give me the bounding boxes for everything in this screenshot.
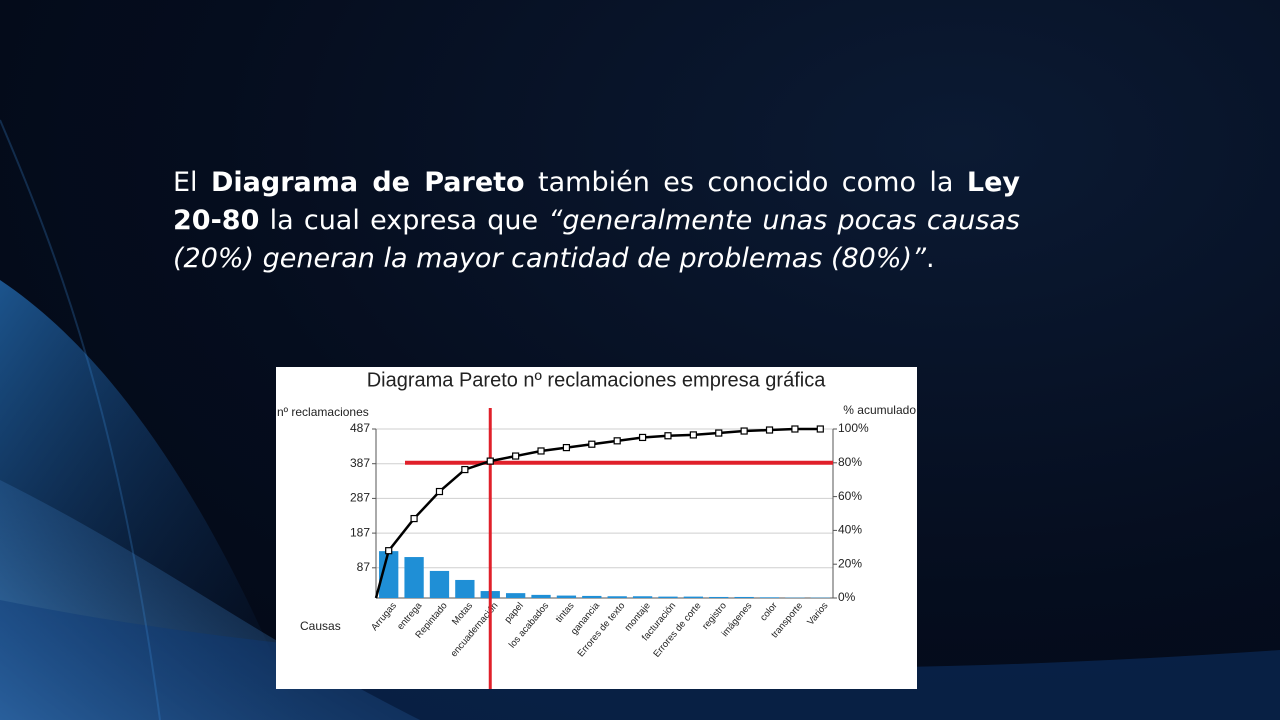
chart-background	[276, 367, 917, 689]
y2-tick-label: 0%	[838, 590, 856, 604]
cumulative-marker	[486, 457, 494, 465]
cumulative-marker	[689, 431, 697, 439]
cumulative-marker	[613, 437, 621, 445]
bar	[582, 595, 602, 598]
cumulative-marker	[435, 487, 444, 496]
chart-title: Diagrama Pareto nº reclamaciones empresa…	[367, 369, 827, 391]
cumulative-marker	[562, 443, 571, 452]
cumulative-marker	[740, 427, 748, 435]
cumulative-marker	[410, 514, 418, 523]
y-tick-label: 387	[350, 456, 370, 470]
text-run: “generalmente unas pocas causas (20%) ge…	[173, 205, 1021, 274]
text-run: la cual expresa que	[259, 205, 549, 236]
bar	[709, 596, 729, 598]
bar	[759, 597, 780, 598]
y2-tick-label: 80%	[838, 455, 862, 469]
bar	[658, 596, 678, 598]
y2-axis-label: % acumulado	[843, 403, 916, 417]
cumulative-marker	[791, 425, 799, 433]
bar	[683, 596, 704, 598]
y2-tick-label: 40%	[838, 523, 862, 537]
text-run: Ley 20-80	[173, 167, 1020, 236]
bar	[404, 557, 424, 598]
y2-tick-label: 100%	[838, 421, 869, 435]
y2-tick-label: 60%	[838, 489, 862, 503]
y-tick-label: 187	[350, 525, 370, 539]
y-tick-label: 87	[357, 560, 371, 574]
bar	[734, 596, 754, 598]
text-run: Diagrama de Pareto	[211, 167, 525, 198]
bar	[632, 596, 653, 598]
cumulative-marker	[461, 465, 469, 474]
cumulative-marker	[385, 547, 393, 555]
bar	[556, 595, 577, 598]
text-run: también es conocido como la	[524, 167, 967, 198]
x-axis-label: Causas	[300, 619, 341, 633]
cumulative-marker	[537, 447, 545, 455]
cumulative-marker	[664, 432, 672, 440]
cumulative-marker	[765, 426, 774, 434]
cumulative-marker	[512, 452, 520, 460]
y-axis-label: nº reclamaciones	[277, 405, 369, 419]
bar	[505, 593, 526, 598]
bar	[455, 579, 475, 598]
text-run: .	[926, 243, 935, 274]
cumulative-marker	[816, 425, 824, 433]
y-tick-label: 487	[350, 421, 370, 435]
cumulative-marker	[715, 429, 723, 437]
bar	[379, 551, 399, 598]
bar	[429, 570, 450, 598]
cumulative-marker	[638, 433, 647, 442]
y2-tick-label: 20%	[838, 556, 862, 570]
cumulative-marker	[588, 440, 596, 448]
bar	[607, 596, 627, 598]
y-tick-label: 287	[350, 491, 370, 505]
bar	[531, 594, 551, 598]
text-run: El	[173, 167, 211, 198]
paragraph: El Diagrama de Pareto también es conocid…	[173, 164, 1020, 278]
